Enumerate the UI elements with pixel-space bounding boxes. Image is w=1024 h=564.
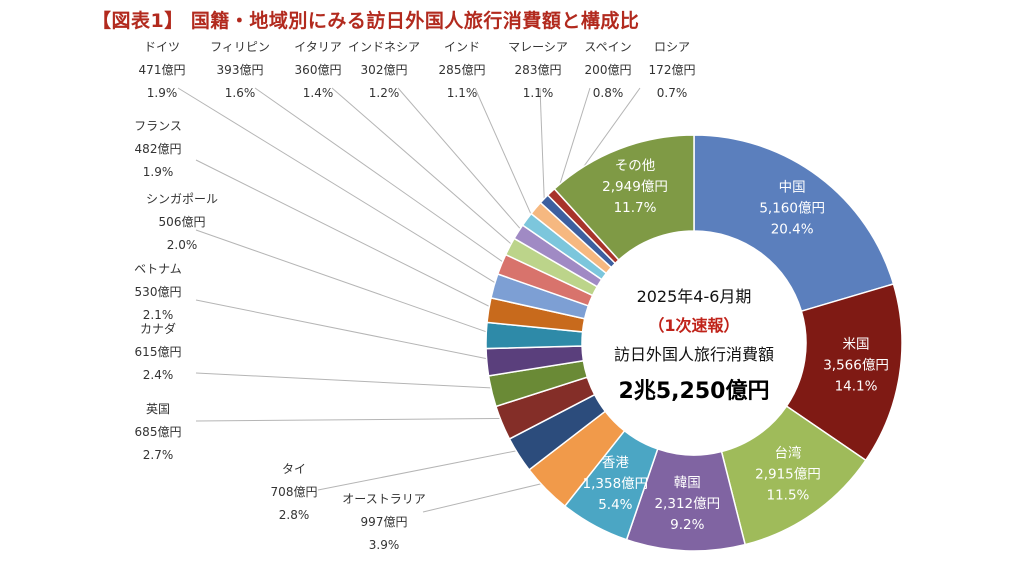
slice-12-label-share: 1.9%: [147, 86, 178, 100]
slice-15-label-name: インドネシア: [348, 40, 420, 54]
slice-8-label-name: カナダ: [140, 321, 176, 336]
slice-18-label-amount: 200億円: [585, 63, 632, 77]
slice-14-label-name: イタリア: [294, 40, 342, 54]
slice-16-label-share: 1.1%: [447, 86, 478, 100]
slice-12-label-name: ドイツ: [144, 40, 180, 54]
center-status: （1次速報）: [648, 316, 739, 335]
slice-4-label-amount: 1,358億円: [583, 476, 649, 492]
slice-17-label-share: 1.1%: [523, 86, 554, 100]
slice-4-label-share: 5.4%: [598, 497, 632, 513]
slice-16-leader: [474, 87, 537, 227]
slice-1-label-name: 米国: [843, 336, 870, 352]
slice-15-leader: [397, 87, 529, 239]
slice-13-label-share: 1.6%: [225, 86, 256, 100]
slice-6-label-name: タイ: [282, 462, 306, 476]
slice-18-label-name: スペイン: [584, 40, 631, 54]
slice-10-label-amount: 506億円: [159, 215, 206, 229]
slice-0-label-name: 中国: [779, 180, 806, 196]
slice-2-label-amount: 2,915億円: [755, 466, 821, 482]
slice-17-leader: [539, 87, 546, 216]
slice-16-label-name: インド: [444, 40, 480, 54]
center-total: 2兆5,250億円: [619, 378, 770, 404]
slice-0-label-amount: 5,160億円: [759, 201, 825, 217]
slice-3-label-share: 9.2%: [670, 517, 704, 533]
slice-13-label-name: フィリピン: [210, 40, 270, 54]
slice-6-leader: [317, 447, 529, 491]
slice-20: [553, 134, 695, 262]
slice-7-label-amount: 685億円: [135, 425, 182, 439]
slice-5-label-amount: 997億円: [361, 515, 408, 529]
slice-8-label-share: 2.4%: [143, 368, 174, 382]
slice-11-label-share: 1.9%: [143, 165, 174, 179]
slice-9-label-name: ベトナム: [134, 262, 182, 276]
slice-13-label-amount: 393億円: [217, 63, 264, 77]
slice-13-leader: [254, 87, 513, 270]
slice-15-label-amount: 302億円: [361, 63, 408, 77]
slice-18-label-share: 0.8%: [593, 86, 624, 100]
slice-11-leader: [195, 159, 501, 313]
slice-5-label-name: オーストラリア: [342, 492, 425, 506]
slice-10-label-name: シンガポール: [146, 192, 218, 206]
slice-2-label-share: 11.5%: [767, 487, 810, 503]
slice-12-label-amount: 471億円: [139, 63, 186, 77]
center-metric: 訪日外国人旅行消費額: [614, 345, 774, 364]
slice-14-label-share: 1.4%: [303, 86, 334, 100]
slice-6-label-share: 2.8%: [279, 508, 310, 522]
slice-5-label-share: 3.9%: [369, 538, 400, 552]
slice-8-label-amount: 615億円: [135, 345, 182, 359]
chart-title: 【図表1】 国籍・地域別にみる訪日外国人旅行消費額と構成比: [92, 10, 640, 32]
slice-8-leader: [195, 372, 504, 389]
slice-20-label-amount: 2,949億円: [602, 179, 668, 195]
slice-9-label-share: 2.1%: [143, 308, 174, 322]
slice-11-label-name: フランス: [134, 119, 182, 133]
slice-7-leader: [195, 417, 514, 422]
slice-17-label-amount: 283億円: [515, 63, 562, 77]
slice-19-label-name: ロシア: [654, 40, 690, 54]
slice-9-leader: [195, 299, 499, 362]
slice-1-label-share: 14.1%: [835, 378, 878, 394]
slice-20-label-share: 11.7%: [614, 200, 657, 216]
slice-16-label-amount: 285億円: [439, 63, 486, 77]
slice-14-leader: [331, 87, 521, 253]
slice-19-label-amount: 172億円: [649, 63, 696, 77]
slice-14-label-amount: 360億円: [295, 63, 342, 77]
slice-0: [693, 134, 895, 313]
slice-10-label-share: 2.0%: [167, 238, 198, 252]
slice-10-leader: [195, 229, 499, 337]
slice-3-label-name: 韓国: [674, 475, 701, 491]
slice-17-label-name: マレーシア: [508, 40, 568, 54]
center-label: 2025年4-6月期 （1次速報） 訪日外国人旅行消費額 2兆5,250億円: [614, 287, 774, 404]
slice-7-label-name: 英国: [146, 402, 170, 416]
slice-3-label-amount: 2,312億円: [654, 496, 720, 512]
donut-slices: [485, 134, 903, 552]
slice-6-label-amount: 708億円: [271, 485, 318, 499]
slice-0-label-share: 20.4%: [771, 222, 814, 238]
center-period: 2025年4-6月期: [637, 287, 752, 306]
leader-lines: [177, 87, 641, 513]
slice-19-label-share: 0.7%: [657, 86, 688, 100]
slice-4-label-name: 香港: [602, 455, 630, 471]
slice-1-label-amount: 3,566億円: [823, 357, 889, 373]
slice-15-label-share: 1.2%: [369, 86, 400, 100]
slice-11-label-amount: 482億円: [135, 142, 182, 156]
slice-12-leader: [177, 87, 506, 290]
slice-9-label-amount: 530億円: [135, 285, 182, 299]
slice-labels: 中国 5,160億円 20.4% 米国 3,566億円 14.1% 台湾 2,915億円 11.…: [134, 40, 889, 552]
slice-2-label-name: 台湾: [774, 444, 801, 461]
slice-5-leader: [422, 480, 555, 513]
slice-20-label-name: その他: [615, 158, 656, 174]
slice-7-label-share: 2.7%: [143, 448, 174, 462]
